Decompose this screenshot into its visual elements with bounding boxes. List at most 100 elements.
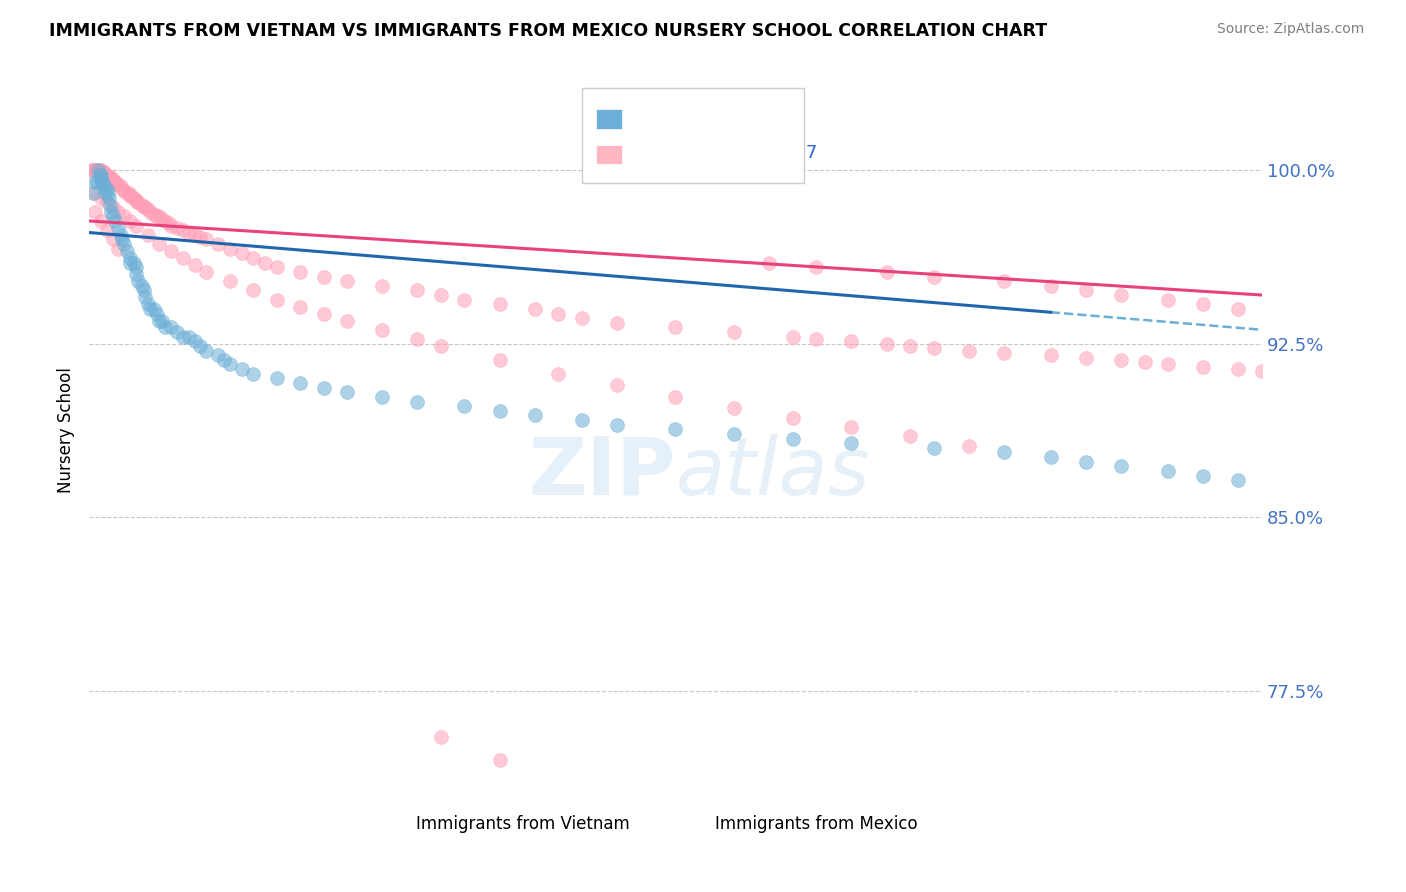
Point	[523, 301, 546, 316]
Point	[1192, 468, 1215, 483]
Point	[84, 163, 107, 178]
Point	[87, 163, 110, 178]
Point	[87, 163, 110, 178]
Point	[90, 191, 112, 205]
Point	[922, 269, 945, 284]
Point	[1157, 293, 1180, 307]
Text: N =: N =	[741, 144, 778, 162]
Point	[84, 175, 107, 189]
Point	[266, 371, 288, 385]
Text: 74: 74	[783, 110, 807, 128]
Point	[91, 165, 114, 179]
Point	[142, 301, 165, 316]
Point	[127, 195, 149, 210]
Point	[101, 210, 124, 224]
Text: Immigrants from Mexico: Immigrants from Mexico	[714, 815, 918, 833]
Point	[406, 332, 429, 346]
Point	[104, 175, 127, 189]
Point	[150, 313, 173, 327]
Point	[98, 198, 121, 212]
Point	[136, 297, 159, 311]
Point	[1039, 348, 1062, 362]
Point	[218, 358, 240, 372]
Text: N =: N =	[741, 110, 778, 128]
Point	[86, 163, 108, 178]
Point	[134, 200, 156, 214]
Point	[312, 269, 335, 284]
Point	[90, 163, 112, 178]
Point	[758, 255, 780, 269]
Point	[664, 320, 686, 334]
Point	[148, 237, 170, 252]
Point	[91, 165, 114, 179]
Point	[1157, 464, 1180, 478]
Y-axis label: Nursery School: Nursery School	[58, 368, 75, 493]
Point	[664, 390, 686, 404]
Point	[84, 204, 107, 219]
FancyBboxPatch shape	[682, 797, 707, 812]
Point	[207, 348, 229, 362]
Point	[606, 316, 628, 330]
Point	[110, 179, 132, 194]
Point	[118, 186, 141, 201]
FancyBboxPatch shape	[596, 109, 621, 129]
Point	[782, 410, 804, 425]
Point	[336, 313, 359, 327]
Point	[406, 284, 429, 298]
Text: IMMIGRANTS FROM VIETNAM VS IMMIGRANTS FROM MEXICO NURSERY SCHOOL CORRELATION CHA: IMMIGRANTS FROM VIETNAM VS IMMIGRANTS FR…	[49, 22, 1047, 40]
Point	[212, 352, 235, 367]
Point	[723, 325, 745, 339]
Point	[97, 169, 120, 184]
Point	[84, 163, 107, 178]
Point	[571, 311, 593, 326]
Point	[547, 307, 569, 321]
Point	[115, 244, 138, 258]
Point	[107, 204, 129, 219]
Point	[288, 300, 311, 314]
Point	[83, 163, 105, 178]
Point	[312, 307, 335, 321]
Point	[97, 186, 120, 201]
Point	[922, 341, 945, 355]
Point	[157, 216, 180, 230]
Point	[207, 237, 229, 252]
Point	[125, 260, 148, 275]
Point	[183, 227, 205, 242]
Point	[723, 426, 745, 441]
Point	[1109, 459, 1132, 474]
Point	[131, 278, 153, 293]
Point	[125, 193, 148, 207]
Point	[96, 168, 118, 182]
Point	[183, 258, 205, 272]
Point	[957, 343, 980, 358]
Point	[148, 313, 170, 327]
Point	[430, 339, 453, 353]
Point	[231, 246, 253, 260]
Point	[957, 438, 980, 452]
Point	[103, 175, 125, 189]
Point	[104, 214, 127, 228]
Point	[453, 293, 475, 307]
Point	[664, 422, 686, 436]
Point	[371, 278, 394, 293]
Point	[806, 260, 828, 275]
Point	[336, 385, 359, 400]
Text: ZIP: ZIP	[529, 434, 675, 512]
Point	[93, 179, 115, 194]
Point	[94, 168, 117, 182]
Point	[177, 329, 200, 343]
Point	[107, 177, 129, 191]
Point	[107, 242, 129, 256]
Point	[1074, 351, 1097, 365]
Point	[111, 181, 134, 195]
Point	[160, 244, 183, 258]
Text: atlas: atlas	[675, 434, 870, 512]
Point	[430, 288, 453, 302]
Point	[371, 390, 394, 404]
Point	[90, 172, 112, 186]
Point	[183, 334, 205, 349]
Point	[80, 163, 103, 178]
Point	[993, 346, 1015, 360]
Point	[218, 274, 240, 288]
Point	[98, 169, 121, 184]
